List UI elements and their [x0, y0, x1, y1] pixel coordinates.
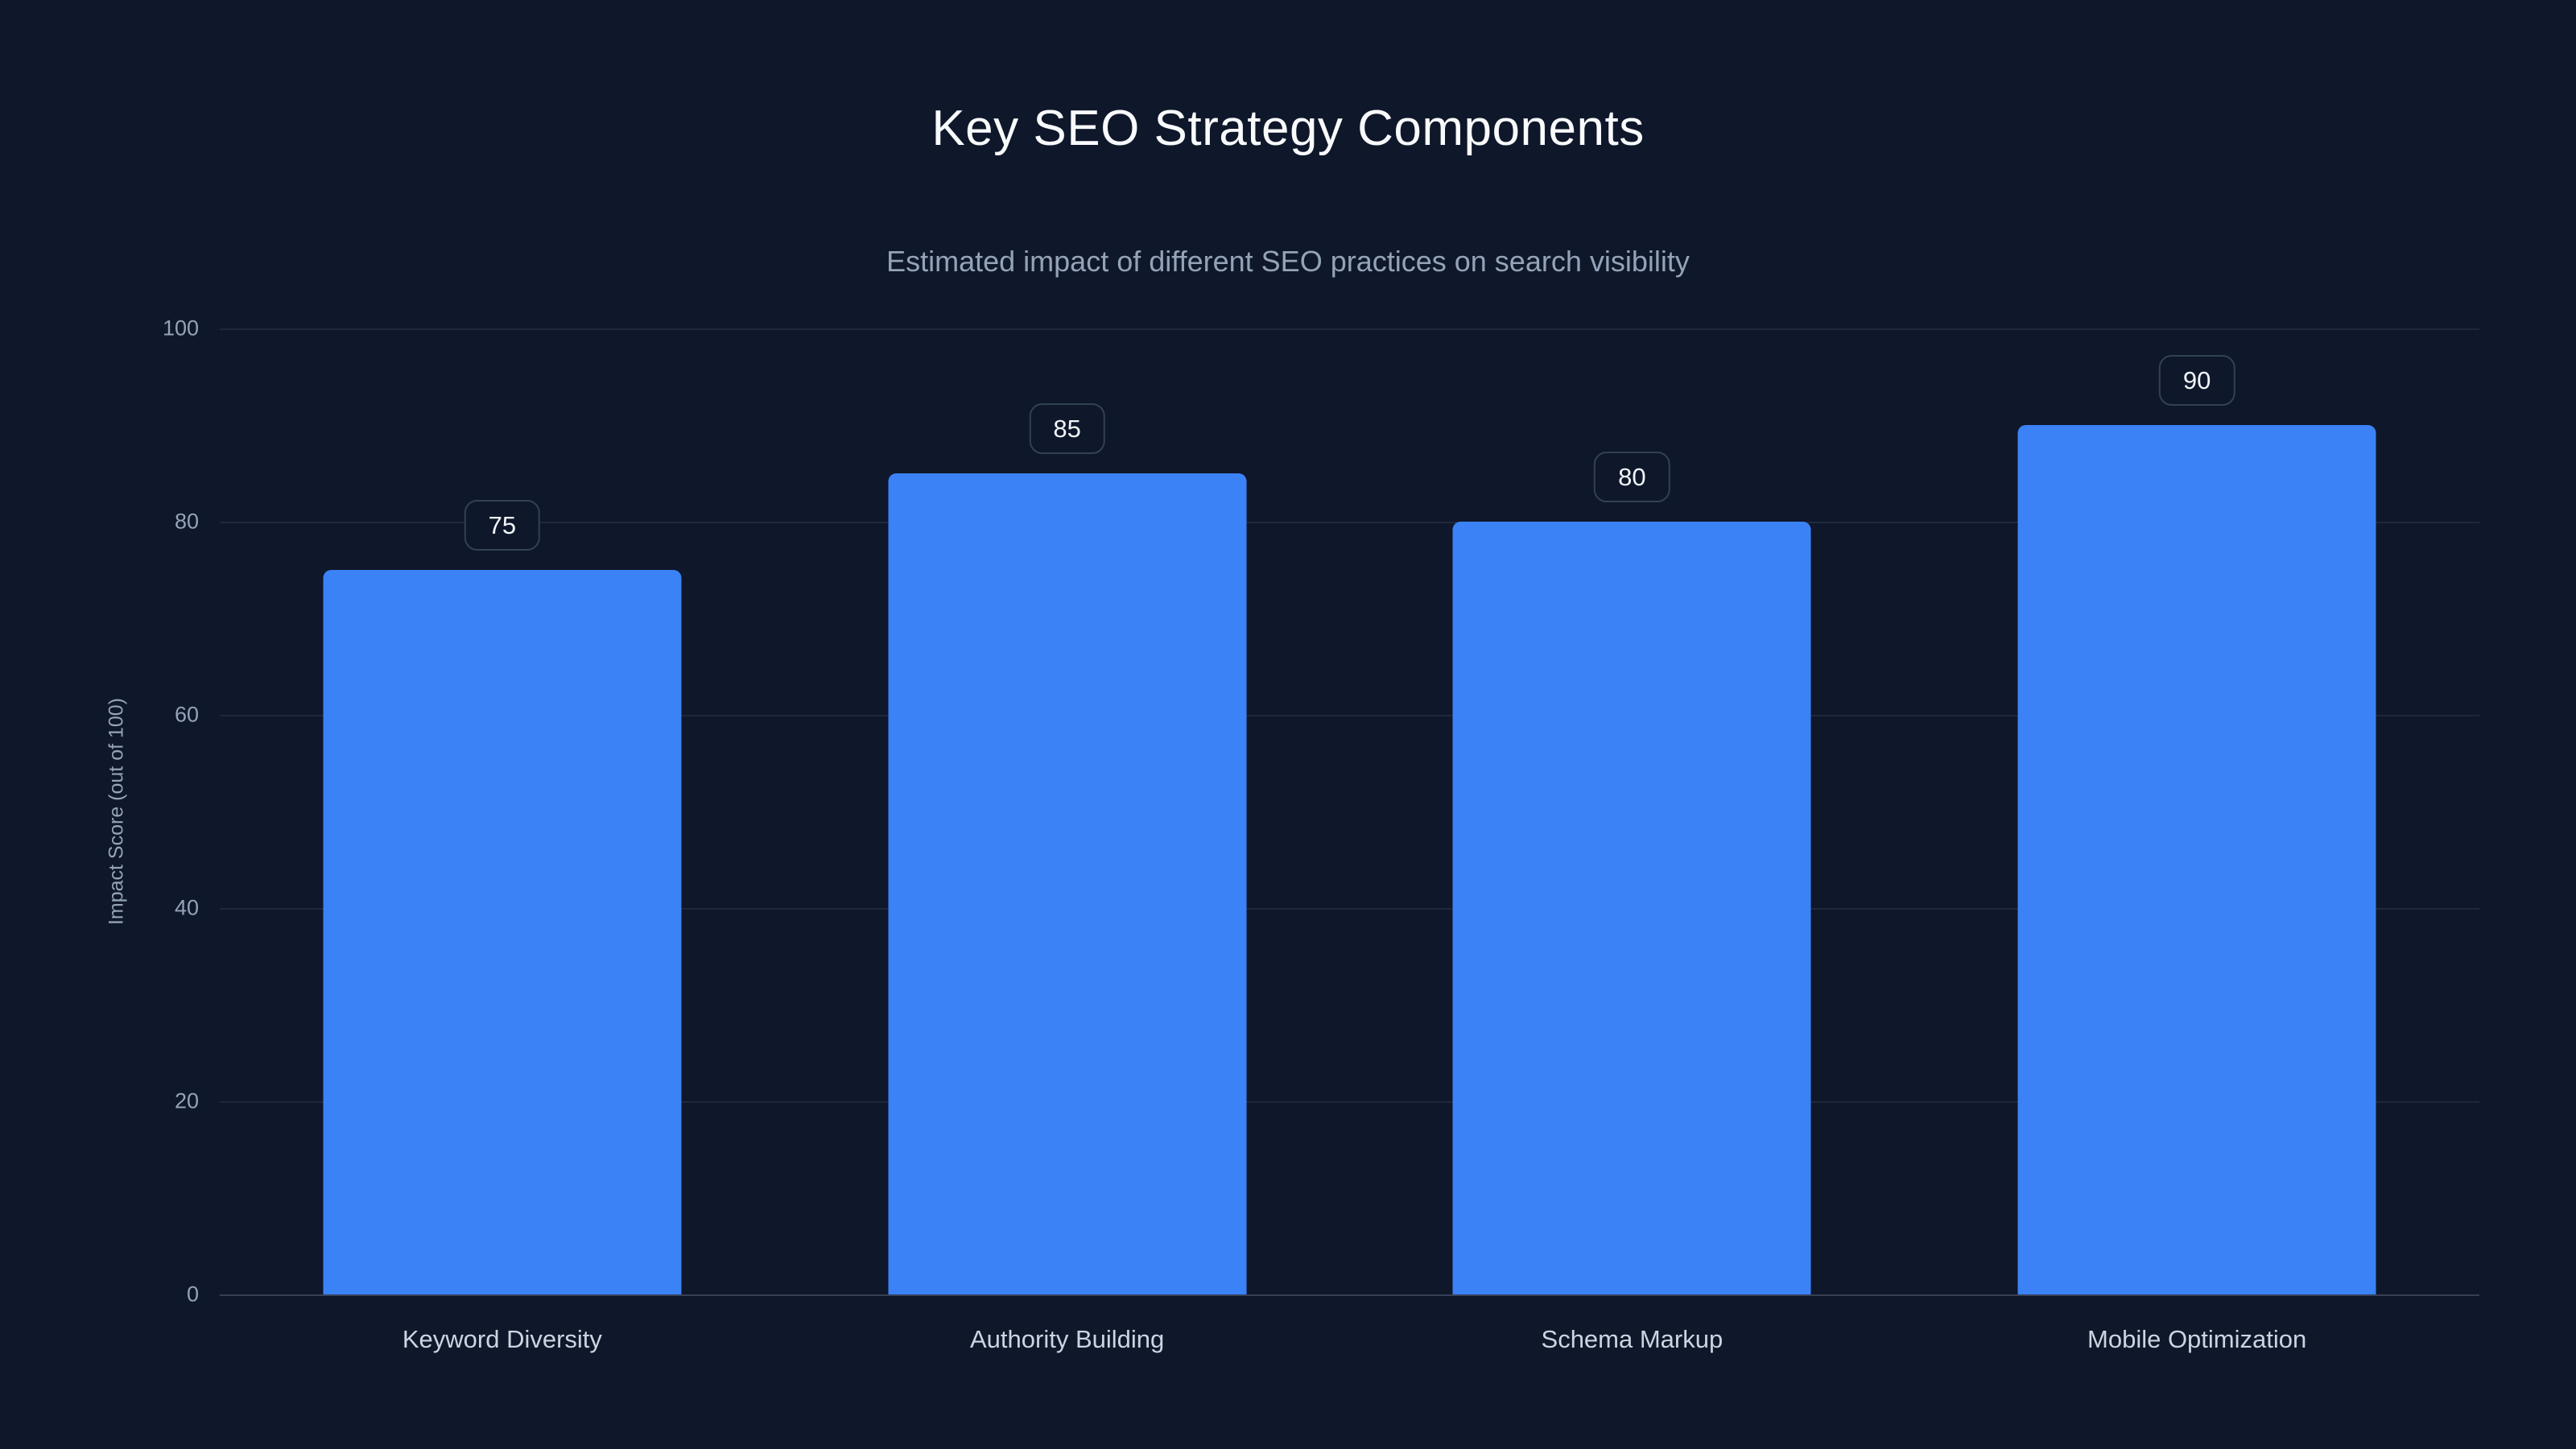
value-label-0: 75: [464, 500, 541, 551]
bar-slot-2: 80 Schema Markup: [1350, 328, 1915, 1353]
x-axis-label-3: Mobile Optimization: [2087, 1325, 2307, 1353]
y-axis-title: Impact Score (out of 100): [105, 697, 128, 926]
bar-slot-3: 90 Mobile Optimization: [1914, 328, 2479, 1353]
bar-slot-1: 85 Authority Building: [785, 328, 1350, 1353]
bar-1: [888, 473, 1247, 1294]
gridline-60: [220, 715, 2479, 716]
value-label-1: 85: [1029, 403, 1105, 454]
bar-0: [323, 570, 682, 1294]
chart-subtitle: Estimated impact of different SEO practi…: [886, 245, 1690, 278]
gridline-40: [220, 908, 2479, 910]
plot-area: 75 Keyword Diversity 85 Authority Building 8…: [163, 316, 2479, 1353]
y-tick-label: 0: [186, 1282, 199, 1307]
bar-3: [2017, 425, 2376, 1294]
x-axis-label-2: Schema Markup: [1541, 1325, 1724, 1353]
bar-slots: 75 Keyword Diversity 85 Authority Building 8…: [220, 328, 2479, 1353]
y-tick-label: 80: [174, 509, 199, 534]
bar-slot-0: 75 Keyword Diversity: [220, 328, 785, 1353]
bar-2: [1452, 522, 1811, 1294]
y-tick-label: 20: [174, 1088, 199, 1113]
value-label-2: 80: [1594, 452, 1670, 502]
chart-title: Key SEO Strategy Components: [931, 101, 1645, 156]
x-axis-label-1: Authority Building: [970, 1325, 1165, 1353]
gridline-0: [220, 1294, 2479, 1296]
y-tick-label: 40: [174, 895, 199, 920]
x-axis-label-0: Keyword Diversity: [402, 1325, 602, 1353]
gridline-80: [220, 522, 2479, 523]
y-tick-label: 100: [162, 316, 199, 341]
gridline-100: [220, 328, 2479, 330]
y-tick-label: 60: [174, 702, 199, 727]
gridline-20: [220, 1101, 2479, 1103]
value-label-3: 90: [2158, 355, 2235, 406]
